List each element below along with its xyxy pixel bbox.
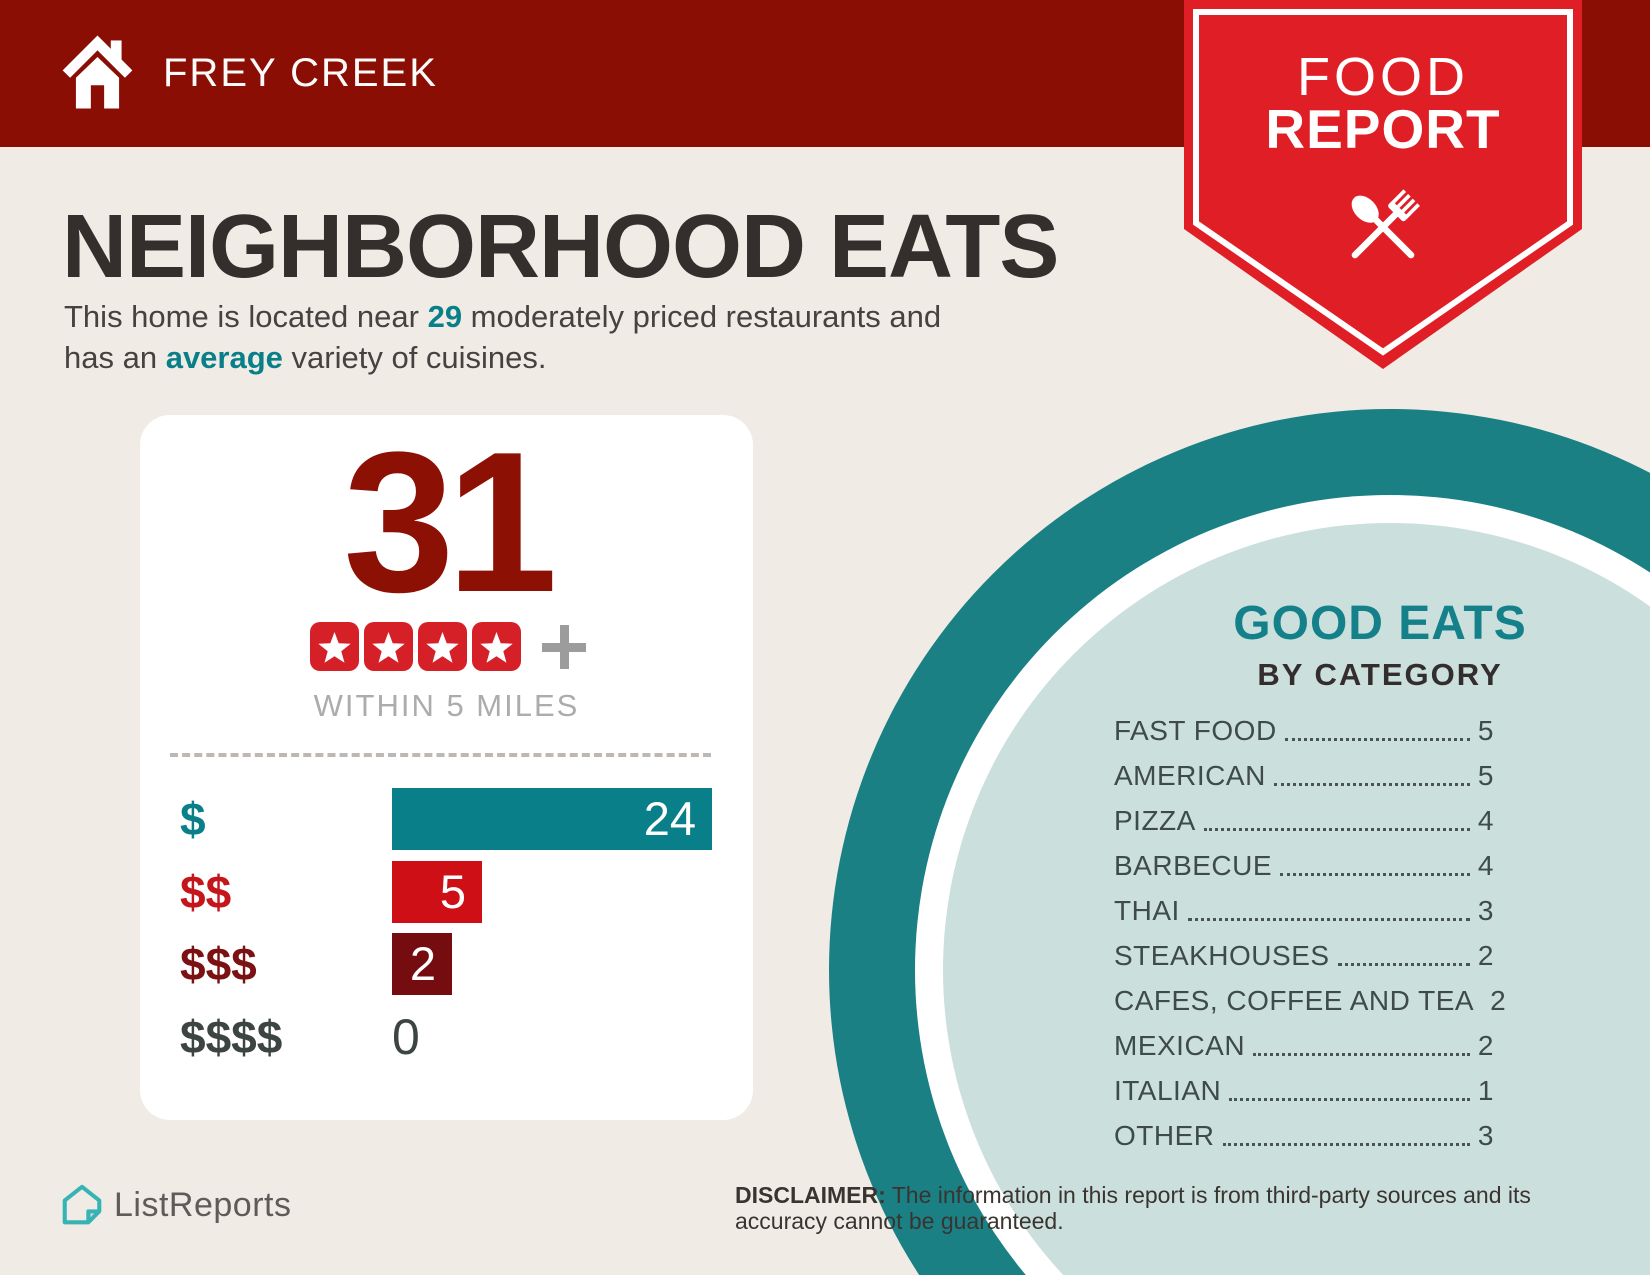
star-badge bbox=[364, 622, 413, 671]
dotted-leader bbox=[1273, 783, 1470, 786]
price-tier-row: $24 bbox=[140, 788, 753, 850]
star-icon bbox=[480, 632, 513, 663]
star-icon bbox=[318, 632, 351, 663]
radius-label: WITHIN 5 MILES bbox=[313, 688, 580, 723]
price-tier-label: $ bbox=[180, 793, 206, 845]
category-label: STEAKHOUSES bbox=[1114, 940, 1330, 971]
variety-highlight: average bbox=[165, 340, 283, 375]
star-icon bbox=[426, 632, 459, 663]
brand-name: ListReports bbox=[114, 1185, 292, 1224]
spoon-fork-icon bbox=[1351, 189, 1420, 259]
dotted-leader bbox=[1253, 1053, 1470, 1056]
dotted-leader bbox=[1222, 1143, 1470, 1146]
price-tier-label: $$$ bbox=[180, 938, 257, 990]
category-row: AMERICAN 5 bbox=[1114, 753, 1494, 798]
category-count: 3 bbox=[1477, 895, 1494, 926]
rating-stars bbox=[140, 622, 753, 671]
category-count: 2 bbox=[1477, 940, 1494, 971]
subtitle-text: variety of cuisines. bbox=[282, 340, 547, 375]
category-count: 5 bbox=[1477, 715, 1494, 746]
category-row: PIZZA 4 bbox=[1114, 798, 1494, 843]
category-count: 3 bbox=[1477, 1120, 1494, 1151]
page-subtitle: This home is located near 29 moderately … bbox=[64, 296, 1154, 378]
category-row: MEXICAN 2 bbox=[1114, 1023, 1494, 1068]
subtitle-text: moderately priced restaurants and has an bbox=[64, 299, 942, 375]
category-label: OTHER bbox=[1114, 1120, 1215, 1151]
listreports-logo: ListReports bbox=[62, 1183, 291, 1227]
category-count: 5 bbox=[1477, 760, 1494, 791]
badge-line2: REPORT bbox=[1265, 98, 1501, 160]
price-tier-zero-value: 0 bbox=[392, 1009, 420, 1065]
dotted-leader bbox=[1284, 738, 1470, 741]
price-tier-row: $$$ 2 bbox=[140, 933, 753, 995]
price-tier-row: $$ 5 bbox=[140, 861, 753, 923]
good-eats-heading: GOOD EATS BY CATEGORY bbox=[1130, 596, 1630, 693]
good-eats-subtitle: BY CATEGORY bbox=[1257, 657, 1503, 692]
category-label: AMERICAN bbox=[1114, 760, 1266, 791]
disclaimer: DISCLAIMER: The information in this repo… bbox=[735, 1182, 1535, 1234]
category-count: 2 bbox=[1477, 1030, 1494, 1061]
price-tier-label: $$$$ bbox=[180, 1011, 283, 1063]
category-row: OTHER 3 bbox=[1114, 1113, 1494, 1158]
dotted-leader bbox=[1203, 828, 1470, 831]
star-icon bbox=[372, 632, 405, 663]
plus-icon bbox=[541, 624, 586, 669]
badge-line1: FOOD bbox=[1297, 47, 1469, 107]
price-tier-bar: 24 bbox=[392, 788, 712, 850]
category-count: 4 bbox=[1477, 805, 1494, 836]
category-row: FAST FOOD 5 bbox=[1114, 708, 1494, 753]
dotted-leader bbox=[1187, 918, 1470, 921]
star-badge bbox=[310, 622, 359, 671]
disclaimer-label: DISCLAIMER: bbox=[735, 1182, 886, 1208]
star-badge bbox=[418, 622, 467, 671]
category-row: BARBECUE 4 bbox=[1114, 843, 1494, 888]
category-list: FAST FOOD 5 AMERICAN 5 PIZZA 4 BARBECUE 4 THAI 3 S… bbox=[1114, 708, 1506, 1158]
total-restaurants: 31 bbox=[343, 411, 557, 634]
listreports-house-icon bbox=[62, 1184, 102, 1225]
home-icon bbox=[62, 35, 133, 109]
dotted-leader bbox=[1337, 963, 1470, 966]
good-eats-title: GOOD EATS bbox=[1233, 597, 1527, 650]
category-label: PIZZA bbox=[1114, 805, 1196, 836]
category-label: THAI bbox=[1114, 895, 1180, 926]
category-label: BARBECUE bbox=[1114, 850, 1273, 881]
category-label: FAST FOOD bbox=[1114, 715, 1277, 746]
page-title: NEIGHBORHOOD EATS bbox=[62, 197, 1059, 297]
dotted-leader bbox=[1280, 873, 1470, 876]
category-label: MEXICAN bbox=[1114, 1030, 1246, 1061]
star-badge bbox=[472, 622, 521, 671]
category-count: 4 bbox=[1477, 850, 1494, 881]
category-label: ITALIAN bbox=[1114, 1075, 1222, 1106]
category-count: 2 bbox=[1490, 985, 1507, 1016]
price-tier-label: $$ bbox=[180, 866, 232, 918]
price-tier-bar: 5 bbox=[392, 861, 482, 923]
restaurant-count: 29 bbox=[427, 299, 463, 334]
category-count: 1 bbox=[1477, 1075, 1494, 1106]
category-label: CAFES, COFFEE AND TEA bbox=[1114, 985, 1475, 1016]
food-report-badge: FOOD REPORT bbox=[1184, 0, 1582, 369]
subtitle-text: This home is located near bbox=[64, 299, 428, 334]
price-tier-bar: 2 bbox=[392, 933, 452, 995]
category-row: CAFES, COFFEE AND TEA 2 bbox=[1114, 978, 1506, 1023]
property-name: FREY CREEK bbox=[163, 51, 438, 95]
ribbon-shape bbox=[1184, 0, 1582, 369]
disclaimer-text: The information in this report is from t… bbox=[735, 1182, 1531, 1234]
dotted-leader bbox=[1229, 1098, 1470, 1101]
dashed-divider bbox=[170, 753, 711, 757]
category-row: STEAKHOUSES 2 bbox=[1114, 933, 1494, 978]
price-tier-row: $$$$ 0 bbox=[140, 1006, 753, 1068]
summary-card: 31 WITHIN 5 MILES $24 $$ 5 $$$ 2 $$$$ 0 bbox=[140, 415, 753, 1120]
category-row: ITALIAN 1 bbox=[1114, 1068, 1494, 1113]
category-row: THAI 3 bbox=[1114, 888, 1494, 933]
